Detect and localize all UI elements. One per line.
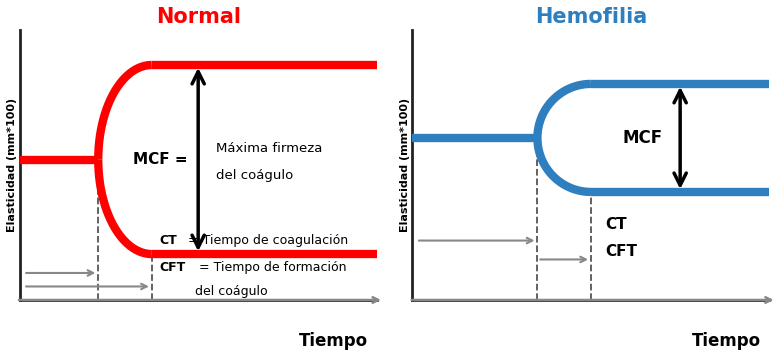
Text: Máxima firmeza: Máxima firmeza bbox=[216, 142, 322, 155]
Text: CFT: CFT bbox=[159, 261, 185, 274]
Title: Normal: Normal bbox=[156, 7, 240, 27]
Text: CT: CT bbox=[159, 234, 177, 247]
Text: del coágulo: del coágulo bbox=[194, 285, 267, 298]
Title: Hemofilia: Hemofilia bbox=[534, 7, 647, 27]
Y-axis label: Elasticidad (mm*100): Elasticidad (mm*100) bbox=[7, 98, 17, 232]
Text: MCF =: MCF = bbox=[133, 152, 187, 167]
Text: Tiempo: Tiempo bbox=[692, 332, 761, 350]
Text: MCF: MCF bbox=[622, 129, 662, 147]
Text: CT: CT bbox=[605, 217, 627, 232]
Text: del coágulo: del coágulo bbox=[216, 169, 293, 182]
Text: Tiempo: Tiempo bbox=[300, 332, 368, 350]
Text: = Tiempo de coagulación: = Tiempo de coagulación bbox=[184, 234, 348, 247]
Text: = Tiempo de formación: = Tiempo de formación bbox=[194, 261, 346, 274]
Y-axis label: Elasticidad (mm*100): Elasticidad (mm*100) bbox=[400, 98, 410, 232]
Text: CFT: CFT bbox=[605, 244, 637, 259]
